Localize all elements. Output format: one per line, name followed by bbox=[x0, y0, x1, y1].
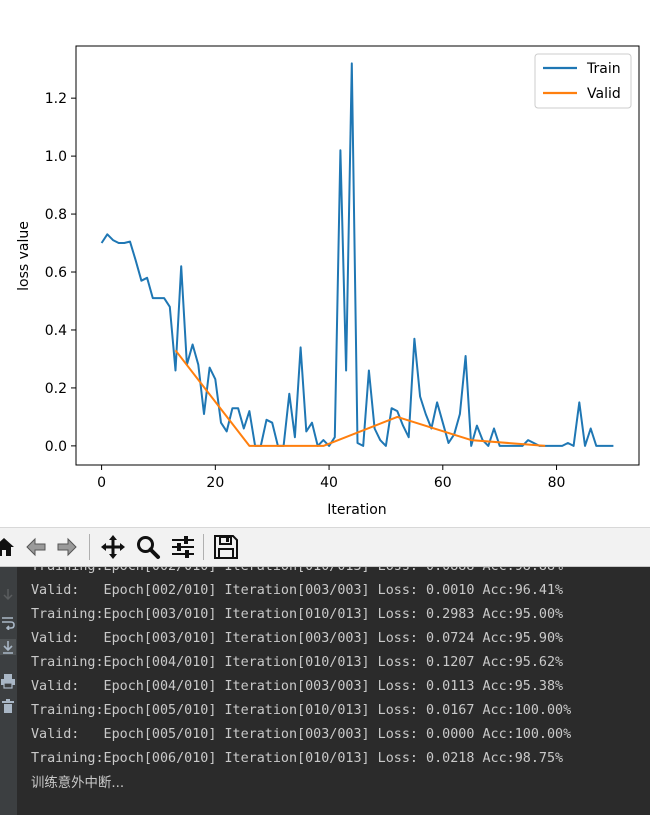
scroll-to-end-icon[interactable] bbox=[0, 639, 16, 655]
legend-label-valid: Valid bbox=[587, 86, 621, 102]
console-line: Training:Epoch[005/010] Iteration[010/01… bbox=[31, 703, 572, 718]
series-line-valid bbox=[174, 349, 546, 447]
x-axis: 0 20 40 60 80 bbox=[97, 465, 565, 491]
scroll-down-icon[interactable] bbox=[0, 587, 16, 603]
y-tick-label: 1.2 bbox=[45, 91, 67, 107]
plot-frame bbox=[75, 45, 640, 466]
toolbar-separator bbox=[203, 534, 204, 560]
floppy-disk-icon bbox=[214, 535, 238, 559]
x-tick-label: 60 bbox=[434, 475, 452, 491]
matplotlib-toolbar bbox=[0, 527, 650, 567]
sliders-icon bbox=[172, 536, 194, 558]
x-tick-label: 0 bbox=[97, 475, 106, 491]
run-console: Training:Epoch[002/010] Iteration[010/01… bbox=[0, 567, 650, 815]
y-axis-label: loss value bbox=[16, 221, 32, 291]
y-tick-label: 0.6 bbox=[45, 265, 67, 281]
y-tick-label: 0.8 bbox=[45, 207, 67, 223]
x-tick-label: 20 bbox=[206, 475, 224, 491]
arrow-right-icon bbox=[57, 537, 77, 557]
move-icon bbox=[101, 535, 125, 559]
console-line: Training:Epoch[002/010] Iteration[010/01… bbox=[31, 567, 563, 579]
save-button[interactable] bbox=[212, 532, 240, 562]
forward-button[interactable] bbox=[53, 532, 81, 562]
legend-label-train: Train bbox=[586, 61, 621, 77]
y-tick-label: 0.4 bbox=[45, 323, 67, 339]
figure-canvas: 0 20 40 60 80 0.0 0.2 0.4 0.6 0.8 1.0 1.2 Iteratio… bbox=[16, 45, 640, 518]
pan-button[interactable] bbox=[99, 532, 127, 562]
back-button[interactable] bbox=[22, 532, 50, 562]
home-button[interactable] bbox=[0, 532, 18, 562]
console-line: Training:Epoch[003/010] Iteration[010/01… bbox=[31, 607, 564, 622]
soft-wrap-icon[interactable] bbox=[0, 614, 16, 630]
console-line: Valid: Epoch[004/010] Iteration[003/003]… bbox=[31, 679, 564, 694]
console-line: Valid: Epoch[005/010] Iteration[003/003]… bbox=[31, 727, 572, 742]
y-tick-label: 1.0 bbox=[45, 149, 67, 165]
x-axis-label: Iteration bbox=[327, 502, 386, 518]
console-line: Valid: Epoch[002/010] Iteration[003/003]… bbox=[31, 583, 564, 598]
y-tick-label: 0.2 bbox=[45, 381, 67, 397]
zoom-button[interactable] bbox=[134, 532, 162, 562]
y-axis: 0.0 0.2 0.4 0.6 0.8 1.0 1.2 bbox=[45, 91, 76, 455]
console-line: Training:Epoch[004/010] Iteration[010/01… bbox=[31, 655, 564, 670]
toolbar-separator bbox=[89, 534, 90, 560]
arrow-left-icon bbox=[26, 537, 46, 557]
x-tick-label: 40 bbox=[320, 475, 338, 491]
home-icon bbox=[0, 538, 14, 556]
console-line: 训练意外中断... bbox=[31, 776, 125, 791]
legend: Train Valid bbox=[534, 53, 632, 109]
magnifier-icon bbox=[137, 536, 160, 559]
series-line-train bbox=[100, 62, 614, 447]
series-layer bbox=[100, 62, 614, 447]
console-line: Valid: Epoch[003/010] Iteration[003/003]… bbox=[31, 631, 564, 646]
x-tick-label: 80 bbox=[548, 475, 566, 491]
console-gutter bbox=[0, 567, 17, 815]
configure-subplots-button[interactable] bbox=[169, 532, 197, 562]
trash-icon[interactable] bbox=[0, 698, 16, 714]
print-icon[interactable] bbox=[0, 673, 16, 689]
loss-chart: 0 20 40 60 80 0.0 0.2 0.4 0.6 0.8 1.0 1.2 Iteratio… bbox=[16, 45, 640, 518]
y-tick-label: 0.0 bbox=[45, 439, 67, 455]
console-line: Training:Epoch[006/010] Iteration[010/01… bbox=[31, 751, 564, 766]
